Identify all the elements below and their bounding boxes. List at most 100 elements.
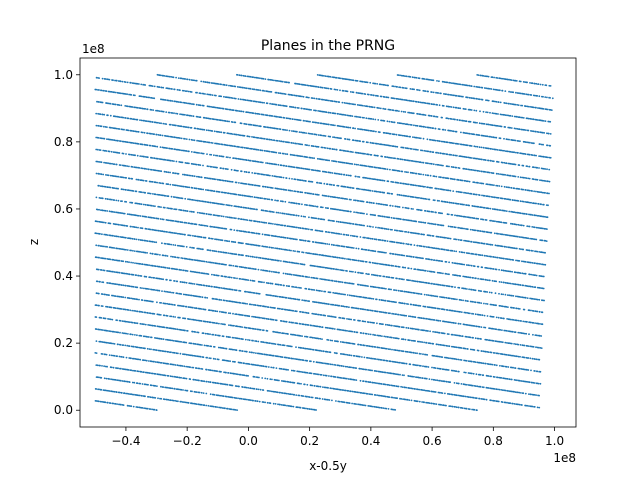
scatter-point xyxy=(506,378,509,380)
scatter-point xyxy=(141,227,144,230)
scatter-point xyxy=(324,314,327,317)
scatter-point xyxy=(256,388,258,391)
scatter-point xyxy=(304,239,307,242)
scatter-point xyxy=(209,249,212,252)
scatter-point xyxy=(200,403,203,406)
scatter-point xyxy=(127,393,130,395)
scatter-point xyxy=(192,234,194,237)
scatter-point xyxy=(466,348,469,350)
scatter-point xyxy=(466,383,468,386)
scatter-point xyxy=(302,395,305,397)
scatter-point xyxy=(171,303,174,306)
scatter-point xyxy=(382,407,385,409)
scatter-point xyxy=(288,357,291,359)
scatter-point xyxy=(108,294,110,296)
scatter-point xyxy=(338,245,341,247)
scatter-point xyxy=(95,388,98,390)
scatter-point xyxy=(463,371,466,374)
scatter-point xyxy=(164,242,167,245)
scatter-point xyxy=(116,319,118,322)
scatter-point xyxy=(130,369,133,372)
scatter-point xyxy=(500,377,503,379)
scatter-point xyxy=(115,391,118,393)
scatter-point xyxy=(242,242,244,245)
scatter-point xyxy=(379,239,382,241)
scatter-point xyxy=(287,225,289,228)
scatter-point xyxy=(289,381,292,384)
scatter-point xyxy=(180,364,183,367)
scatter-point xyxy=(443,308,446,311)
scatter-point xyxy=(112,234,114,237)
scatter-point xyxy=(302,251,305,254)
scatter-point xyxy=(376,310,379,313)
scatter-point xyxy=(242,314,244,317)
scatter-point xyxy=(385,251,387,254)
scatter-point xyxy=(337,388,339,391)
scatter-point xyxy=(333,328,336,330)
scatter-point xyxy=(340,377,343,379)
scatter-point xyxy=(535,358,538,361)
scatter-point xyxy=(130,393,133,396)
scatter-point xyxy=(337,340,339,343)
scatter-point xyxy=(400,385,402,388)
scatter-point xyxy=(131,237,134,240)
scatter-point xyxy=(112,270,114,273)
scatter-point xyxy=(463,395,465,398)
scatter-point xyxy=(205,284,208,287)
scatter-point xyxy=(154,361,157,363)
scatter-point xyxy=(199,355,202,358)
scatter-point xyxy=(455,346,458,349)
scatter-point xyxy=(162,350,165,353)
scatter-point xyxy=(195,403,198,405)
scatter-point xyxy=(146,347,149,350)
scatter-point xyxy=(180,209,183,212)
scatter-point xyxy=(168,243,171,246)
scatter-point xyxy=(144,347,146,350)
scatter-point xyxy=(339,317,342,319)
scatter-point xyxy=(461,251,464,254)
scatter-point xyxy=(181,365,184,367)
scatter-point xyxy=(155,241,158,244)
scatter-point xyxy=(362,380,365,383)
scatter-point xyxy=(267,318,270,320)
scatter-point xyxy=(436,295,439,298)
scatter-point xyxy=(420,353,422,355)
scatter-point xyxy=(149,228,152,231)
scatter-point xyxy=(124,284,127,287)
scatter-point xyxy=(432,342,435,345)
scatter-point xyxy=(148,396,150,398)
scatter-point xyxy=(293,381,296,384)
scatter-point xyxy=(233,408,236,411)
scatter-point xyxy=(387,336,389,338)
scatter-point xyxy=(481,254,484,257)
scatter-point xyxy=(356,331,359,334)
scatter-point xyxy=(149,312,152,315)
scatter-point xyxy=(338,233,341,235)
scatter-point xyxy=(487,375,490,377)
scatter-point xyxy=(505,353,508,356)
scatter-point xyxy=(311,384,314,387)
scatter-point xyxy=(117,187,119,190)
scatter-point xyxy=(295,286,298,289)
scatter-point xyxy=(176,292,179,295)
scatter-point xyxy=(132,273,135,276)
scatter-point xyxy=(236,409,239,411)
scatter-point xyxy=(477,277,479,280)
scatter-point xyxy=(217,250,220,253)
scatter-point xyxy=(188,294,191,297)
scatter-point xyxy=(97,292,100,295)
scatter-point xyxy=(369,225,372,228)
scatter-point xyxy=(161,338,163,340)
scatter-point xyxy=(306,395,308,398)
scatter-point xyxy=(512,295,515,297)
scatter-point xyxy=(221,227,224,230)
scatter-point xyxy=(531,357,534,360)
scatter-point xyxy=(521,272,524,275)
scatter-point xyxy=(443,380,446,383)
scatter-point xyxy=(121,392,123,394)
scatter-point xyxy=(248,231,251,234)
scatter-point xyxy=(321,230,324,233)
scatter-point xyxy=(451,285,454,288)
scatter-point xyxy=(469,276,472,279)
scatter-point xyxy=(122,260,125,263)
